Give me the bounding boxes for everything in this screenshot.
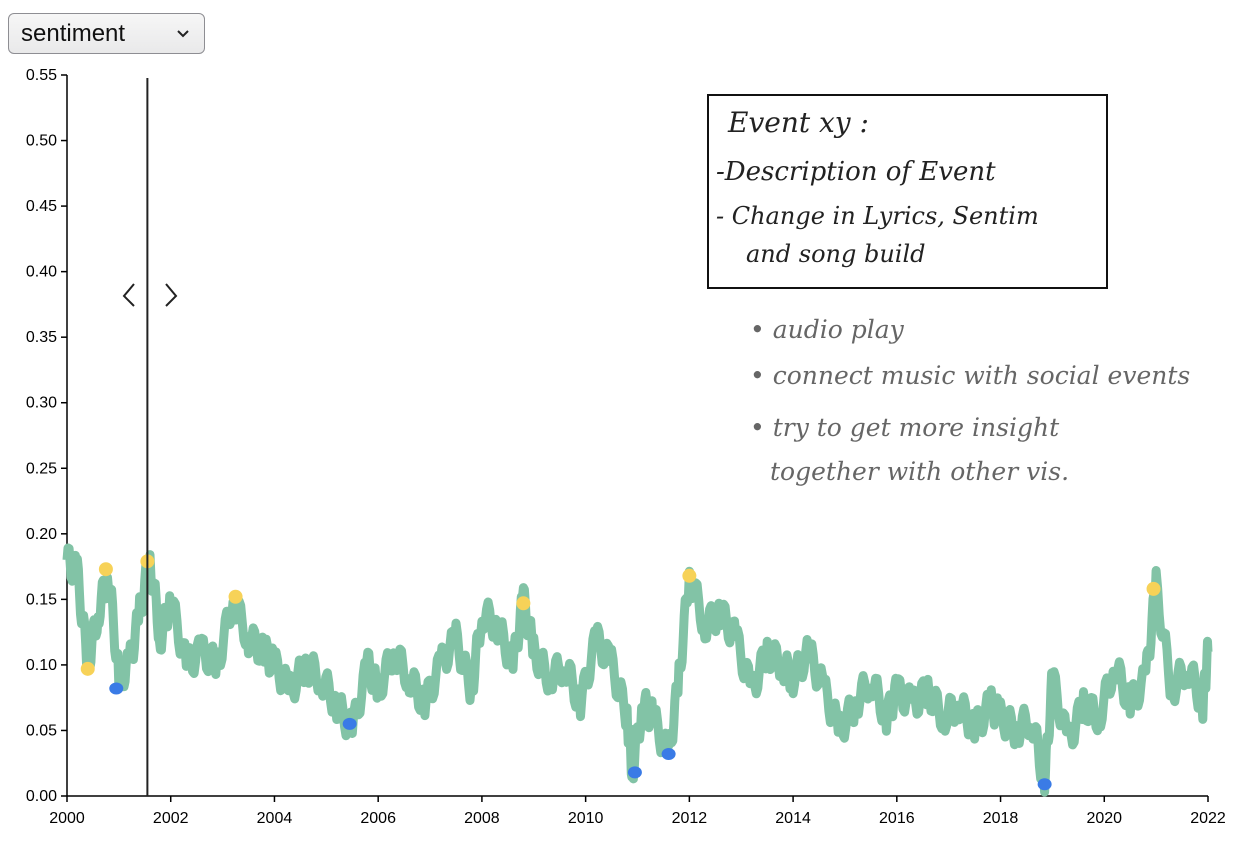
peak-marker[interactable] bbox=[98, 562, 113, 577]
event-change: - Change in Lyrics, Sentim bbox=[716, 202, 1039, 230]
event-title: Event xy : bbox=[727, 106, 869, 139]
metric-dropdown[interactable]: sentiment bbox=[8, 13, 205, 54]
y-tick-label: 0.35 bbox=[26, 329, 57, 346]
x-tick-label: 2014 bbox=[775, 810, 811, 827]
y-tick-label: 0.40 bbox=[26, 264, 57, 281]
peak-marker[interactable] bbox=[80, 661, 95, 676]
y-tick-label: 0.30 bbox=[26, 395, 57, 412]
y-tick-label: 0.05 bbox=[26, 722, 57, 739]
trough-marker[interactable] bbox=[342, 717, 357, 730]
chart-axes: 0.00 0.05 0.10 0.15 0.20 0.25 0.30 0.35 0.40 0.45… bbox=[26, 67, 1226, 827]
y-tick-label: 0.50 bbox=[26, 133, 57, 150]
x-tick-label: 2008 bbox=[464, 810, 500, 827]
event-annotation-box: Event xy : -Description of Event - Chang… bbox=[707, 94, 1108, 289]
y-tick-label: 0.15 bbox=[26, 591, 57, 608]
y-tick-label: 0.25 bbox=[26, 460, 57, 477]
y-tick-label: 0.20 bbox=[26, 526, 57, 543]
metric-dropdown-value: sentiment bbox=[21, 19, 126, 47]
chevron-down-icon bbox=[177, 29, 189, 37]
trough-marker[interactable] bbox=[1037, 778, 1052, 791]
x-tick-label: 2018 bbox=[983, 810, 1019, 827]
handwritten-notes: • audio play • connect music with social… bbox=[750, 315, 1190, 486]
peak-marker[interactable] bbox=[1146, 581, 1161, 596]
note-insight: • try to get more insight bbox=[750, 413, 1060, 442]
chevron-left-icon[interactable] bbox=[122, 283, 135, 307]
x-tick-label: 2006 bbox=[360, 810, 396, 827]
y-tick-label: 0.00 bbox=[26, 788, 57, 805]
sentiment-series-line bbox=[62, 543, 1213, 797]
series-group bbox=[62, 543, 1213, 797]
x-tick-label: 2002 bbox=[153, 810, 189, 827]
y-tick-label: 0.55 bbox=[26, 67, 57, 84]
note-insight-cont: together with other vis. bbox=[770, 457, 1069, 486]
note-connect-music: • connect music with social events bbox=[750, 361, 1190, 390]
peak-marker[interactable] bbox=[228, 589, 243, 604]
x-tick-label: 2020 bbox=[1086, 810, 1122, 827]
event-change-cont: and song build bbox=[746, 240, 926, 268]
x-tick-label: 2016 bbox=[879, 810, 915, 827]
peak-marker[interactable] bbox=[682, 568, 697, 583]
chevron-right-icon[interactable] bbox=[165, 283, 178, 307]
trough-marker[interactable] bbox=[627, 766, 642, 779]
trough-marker[interactable] bbox=[109, 682, 124, 695]
x-tick-label: 2004 bbox=[257, 810, 293, 827]
y-tick-label: 0.10 bbox=[26, 657, 57, 674]
x-tick-label: 2010 bbox=[568, 810, 604, 827]
cursor-arrows[interactable] bbox=[122, 283, 178, 307]
note-audio-play: • audio play bbox=[750, 315, 905, 344]
trough-marker[interactable] bbox=[661, 748, 676, 761]
event-description: -Description of Event bbox=[716, 157, 996, 187]
y-tick-label: 0.45 bbox=[26, 198, 57, 215]
x-tick-label: 2000 bbox=[49, 810, 85, 827]
markers-group bbox=[80, 554, 1161, 791]
x-tick-label: 2012 bbox=[672, 810, 708, 827]
x-tick-label: 2022 bbox=[1190, 810, 1226, 827]
peak-marker[interactable] bbox=[516, 596, 531, 611]
